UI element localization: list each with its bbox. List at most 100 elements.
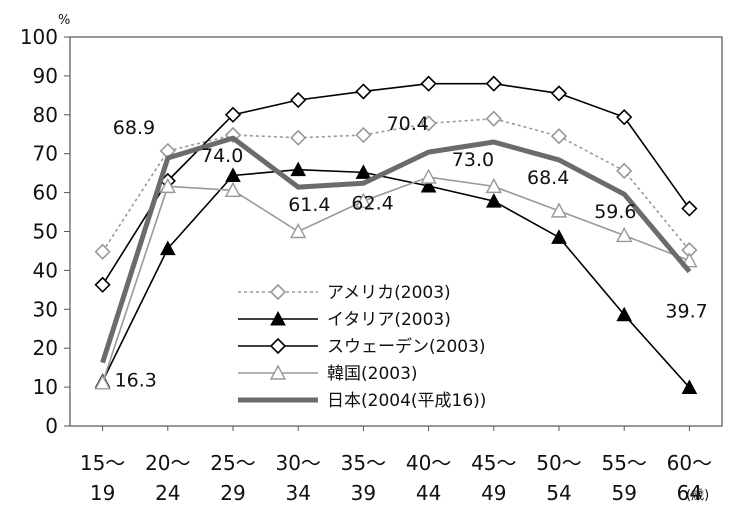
x-tick-label-bottom: 29 [220,481,245,505]
legend-item-4: 日本(2004(平成16)) [238,391,486,411]
data-point [355,126,372,144]
y-unit-label: % [58,13,70,28]
series-line [101,117,691,253]
legend-marker [269,283,287,301]
data-point [94,374,111,390]
y-tick-label: 0 [45,414,58,438]
data-label: 39.7 [665,301,707,323]
series-layer [94,75,698,394]
x-tick-label-bottom: 49 [481,481,506,505]
data-label: 70.4 [387,113,429,135]
data-point [290,223,307,239]
series-line [100,135,692,364]
data-label: 61.4 [288,194,330,216]
legend: アメリカ(2003) イタリア(2003) スウェーデン(2003) 韓国(2003)… [238,283,486,411]
x-tick-label-bottom: 64 [677,481,702,505]
data-point [551,229,567,244]
data-point [355,83,372,100]
data-point [94,276,111,293]
legend-item-3: 韓国(2003) [238,364,418,384]
x-tick-label-top: 55〜 [601,451,646,475]
series-3 [94,168,698,390]
x-tick-label-bottom: 39 [351,481,376,505]
data-point [550,85,568,102]
data-labels: 16.3 68.9 74.0 61.4 62.4 70.4 73.0 68.4 59.6 39.7 [113,113,708,391]
legend-item-1: イタリア(2003) [238,310,451,330]
axes: 0 10 20 30 40 50 60 70 80 90 100% 15〜 19 20〜 24 25〜 29 30… [20,13,723,505]
y-tick-label: 60 [33,181,58,205]
x-tick-label-top: 35〜 [341,451,386,475]
data-point [159,240,176,256]
x-tick-label-bottom: 59 [611,481,636,505]
data-point [616,226,633,243]
x-tick-label-bottom: 44 [416,481,441,505]
x-tick-label-bottom: 19 [90,481,115,505]
series-line [101,168,690,389]
legend-label: 日本(2004(平成16)) [327,391,486,411]
data-point [159,177,176,194]
data-point [616,162,633,179]
data-point [355,192,372,208]
legend-label: イタリア(2003) [327,310,451,330]
y-tick-label: 100 [20,25,58,49]
data-point [224,106,242,123]
data-point [681,200,698,217]
data-point [616,109,633,126]
legend-label: アメリカ(2003) [327,283,451,303]
y-tick-label: 80 [33,103,58,127]
data-label: 59.6 [594,201,636,223]
series-4 [100,135,692,364]
data-label: 68.4 [527,167,569,189]
data-point [485,110,502,127]
y-tick-label: 90 [33,64,58,88]
legend-item-2: スウェーデン(2003) [238,336,486,357]
x-tick-label-bottom: 34 [285,481,310,505]
legend-marker [269,364,287,380]
data-point [224,181,242,197]
y-tick-label: 50 [33,220,58,244]
data-label: 74.0 [201,145,243,167]
data-point [485,193,502,208]
y-tick-label: 10 [33,375,58,399]
data-label: 73.0 [452,149,494,171]
data-point [420,115,437,132]
data-point [355,164,372,179]
data-point [550,202,568,218]
data-point [290,91,307,109]
data-point [485,75,502,92]
legend-label: 韓国(2003) [327,364,418,384]
data-point [420,177,437,193]
x-tick-label-top: 60〜 [667,451,712,475]
data-point [290,129,307,146]
legend-label: スウェーデン(2003) [327,336,486,357]
data-point [681,252,698,268]
x-tick-label-top: 15〜 [80,451,125,475]
data-label: 16.3 [115,370,157,392]
data-label: 62.4 [351,192,393,214]
legend-marker [269,337,287,355]
x-tick-label-top: 40〜 [406,451,451,475]
legend-marker [270,310,286,326]
legend-item-0: アメリカ(2003) [238,283,451,303]
data-label: 68.9 [113,117,155,139]
x-tick-label-top: 25〜 [210,451,255,475]
data-point [420,168,437,184]
series-line [101,176,690,384]
x-tick-label-top: 30〜 [275,451,320,475]
x-tick-label-top: 20〜 [145,451,190,475]
series-1 [94,161,698,394]
data-point [290,161,307,177]
x-tick-label-top: 45〜 [471,451,516,475]
y-tick-label: 70 [33,142,58,166]
data-point [681,379,698,394]
x-unit-label: (歳) [686,488,709,503]
y-tick-label: 30 [33,297,58,321]
y-tick-label: 40 [33,258,58,282]
y-tick-label: 20 [33,336,58,360]
x-tick-label-top: 50〜 [536,451,581,475]
data-point [550,128,568,145]
x-tick-label-bottom: 24 [155,481,180,505]
data-point [420,75,437,92]
data-point [616,306,633,322]
